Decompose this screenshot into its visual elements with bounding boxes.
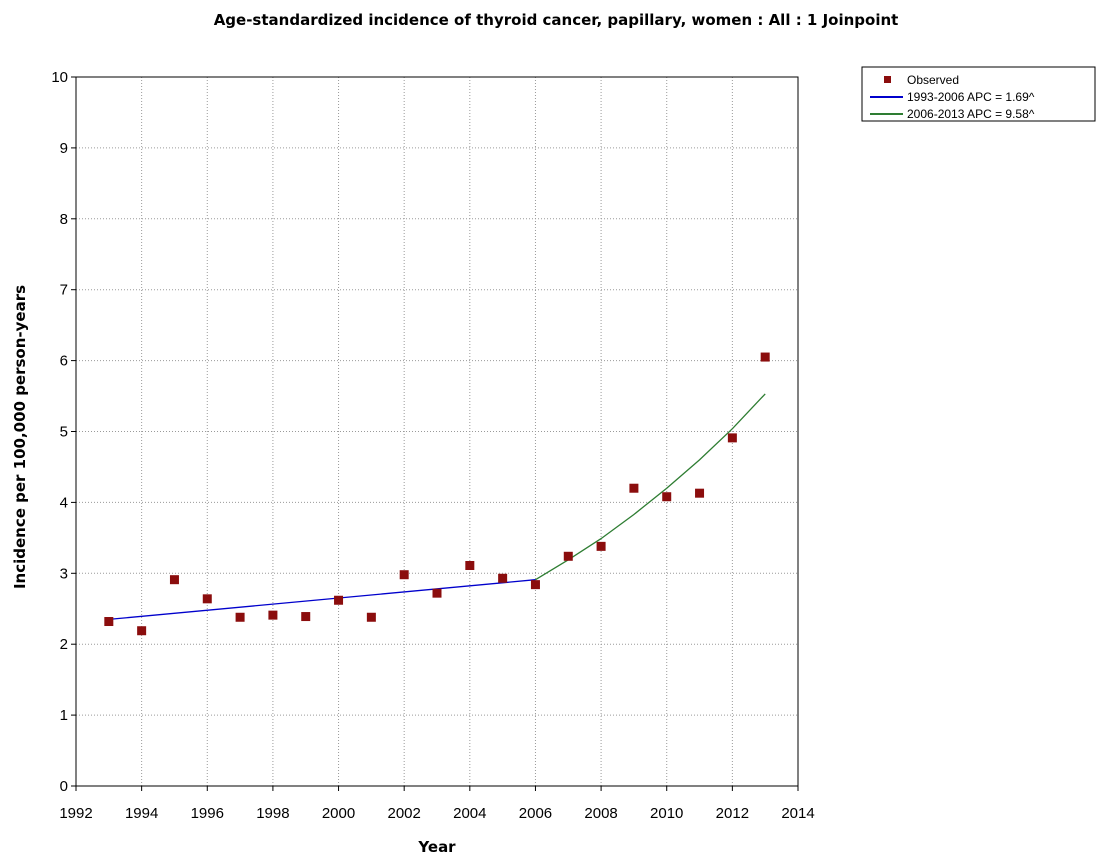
observed-point <box>432 588 442 598</box>
observed-point <box>104 617 114 627</box>
y-tick-label: 7 <box>60 282 68 299</box>
plot-area <box>75 76 799 787</box>
observed-point <box>662 492 672 502</box>
observed-point <box>629 483 639 493</box>
y-tick-label: 9 <box>60 140 68 157</box>
x-tick-label: 2010 <box>650 805 683 822</box>
y-tick-label: 4 <box>60 494 68 511</box>
observed-point <box>760 352 770 362</box>
legend-label: 1993-2006 APC = 1.69^ <box>907 90 1035 104</box>
grid <box>76 77 798 786</box>
legend-label: 2006-2013 APC = 9.58^ <box>907 107 1035 121</box>
trend-line-2 <box>535 393 766 581</box>
observed-point <box>235 612 245 622</box>
x-tick-label: 1994 <box>125 805 158 822</box>
observed-point <box>169 575 179 585</box>
observed-point <box>334 595 344 605</box>
tick-labels: 1992 1994 1996 1998 2000 2002 2004 2006 2008 2010… <box>51 69 814 822</box>
legend: Observed 1993-2006 APC = 1.69^ 2006-2013 A… <box>861 66 1096 122</box>
y-tick-label: 8 <box>60 211 68 228</box>
observed-point <box>530 580 540 590</box>
chart-title: Age-standardized incidence of thyroid ca… <box>214 11 899 29</box>
x-tick-label: 2014 <box>781 805 814 822</box>
observed-point <box>399 570 409 580</box>
trend-line-1 <box>108 579 536 621</box>
y-tick-label: 5 <box>60 424 68 441</box>
x-tick-label: 1996 <box>191 805 224 822</box>
x-tick-label: 1998 <box>256 805 289 822</box>
y-tick-label: 10 <box>51 69 68 86</box>
y-axis-title: Incidence per 100,000 person-years <box>11 285 29 589</box>
trend-lines <box>108 393 766 621</box>
x-axis-title: Year <box>417 838 456 854</box>
x-tick-label: 2004 <box>453 805 486 822</box>
y-tick-label: 3 <box>60 565 68 582</box>
x-tick-label: 2006 <box>519 805 552 822</box>
observed-point <box>498 573 508 583</box>
observed-point <box>695 488 705 498</box>
x-tick-label: 2008 <box>584 805 617 822</box>
x-tick-label: 2012 <box>716 805 749 822</box>
legend-point-swatch <box>884 76 891 83</box>
observed-point <box>465 561 475 571</box>
x-tick-label: 2002 <box>387 805 420 822</box>
legend-box <box>861 66 1096 122</box>
legend-label: Observed <box>907 73 959 87</box>
x-tick-label: 1992 <box>59 805 92 822</box>
y-tick-label: 1 <box>60 707 68 724</box>
observed-point <box>137 626 147 636</box>
observed-point <box>727 433 737 443</box>
y-tick-label: 2 <box>60 636 68 653</box>
x-tick-label: 2000 <box>322 805 355 822</box>
y-tick-label: 6 <box>60 353 68 370</box>
observed-point <box>366 612 376 622</box>
y-tick-label: 0 <box>60 778 68 795</box>
observed-point <box>301 612 311 622</box>
observed-point <box>563 551 573 561</box>
observed-points <box>104 352 770 636</box>
observed-point <box>202 594 212 604</box>
observed-point <box>596 541 606 551</box>
observed-point <box>268 610 278 620</box>
